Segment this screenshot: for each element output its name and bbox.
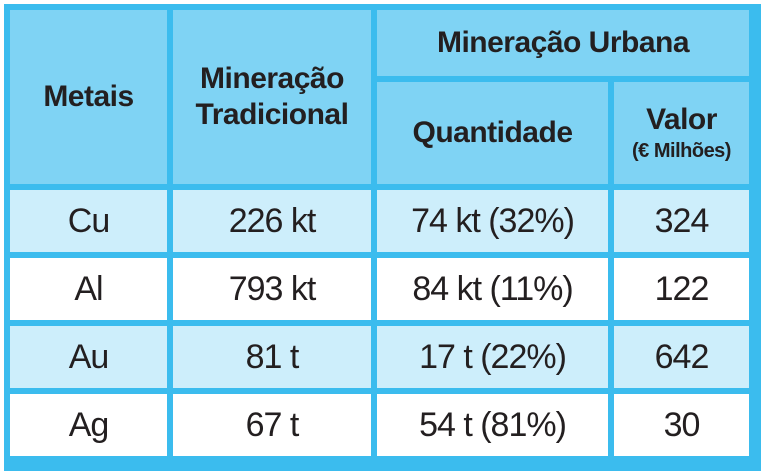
- header-quantity-label: Quantidade: [412, 116, 573, 149]
- cell-value: 122: [614, 258, 749, 320]
- header-urban: Mineração Urbana: [377, 10, 749, 76]
- cell-value: 324: [614, 190, 749, 252]
- header-traditional-line1: Mineração: [200, 62, 344, 95]
- header-traditional: Mineração Tradicional: [173, 10, 371, 184]
- cell-quantity: 54 t (81%): [377, 394, 608, 456]
- header-row-top: Metais Mineração Tradicional Mineração U…: [10, 10, 749, 184]
- table-row: Al 793 kt 84 kt (11%) 122: [10, 258, 749, 320]
- cell-metal: Al: [10, 258, 167, 320]
- cell-metal: Ag: [10, 394, 167, 456]
- header-metals: Metais: [10, 10, 167, 184]
- cell-value: 30: [614, 394, 749, 456]
- header-traditional-line2: Tradicional: [195, 98, 349, 131]
- table-frame: Metais Mineração Tradicional Mineração U…: [4, 4, 761, 471]
- table-row: Ag 67 t 54 t (81%) 30: [10, 394, 749, 456]
- cell-value: 642: [614, 326, 749, 388]
- cell-quantity: 84 kt (11%): [377, 258, 608, 320]
- mining-table: Metais Mineração Tradicional Mineração U…: [4, 4, 755, 462]
- header-urban-label: Mineração Urbana: [436, 26, 690, 59]
- cell-traditional: 226 kt: [173, 190, 371, 252]
- header-value: Valor (€ Milhões): [614, 82, 749, 184]
- table-row: Cu 226 kt 74 kt (32%) 324: [10, 190, 749, 252]
- table-row: Au 81 t 17 t (22%) 642: [10, 326, 749, 388]
- cell-traditional: 67 t: [173, 394, 371, 456]
- header-quantity: Quantidade: [377, 82, 608, 184]
- cell-quantity: 74 kt (32%): [377, 190, 608, 252]
- cell-metal: Au: [10, 326, 167, 388]
- header-value-label: Valor: [646, 103, 717, 136]
- header-row-bottom: Quantidade Valor (€ Milhões): [10, 82, 749, 184]
- cell-quantity: 17 t (22%): [377, 326, 608, 388]
- header-metals-label: Metais: [43, 80, 134, 113]
- cell-metal: Cu: [10, 190, 167, 252]
- cell-traditional: 793 kt: [173, 258, 371, 320]
- header-value-unit: (€ Milhões): [632, 140, 731, 162]
- cell-traditional: 81 t: [173, 326, 371, 388]
